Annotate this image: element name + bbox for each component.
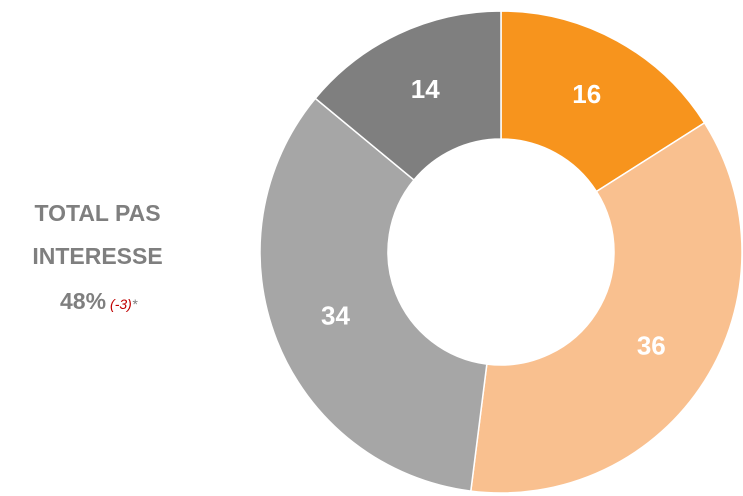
data-label: 14 xyxy=(411,74,440,104)
data-label: 34 xyxy=(321,300,350,330)
total-value: 48% xyxy=(60,288,107,314)
change: (-3) xyxy=(110,296,132,312)
data-label: 16 xyxy=(572,79,601,109)
footnote-mark: * xyxy=(131,296,138,312)
data-label: 36 xyxy=(637,330,666,360)
donut-segment xyxy=(500,10,706,193)
donut-segment xyxy=(259,97,488,492)
donut-segment xyxy=(469,121,743,494)
donut-segment xyxy=(314,10,502,182)
chart-title: TOTAL PAS INTERESSE xyxy=(32,200,163,269)
total-block: 48% (-3)* xyxy=(60,288,137,315)
